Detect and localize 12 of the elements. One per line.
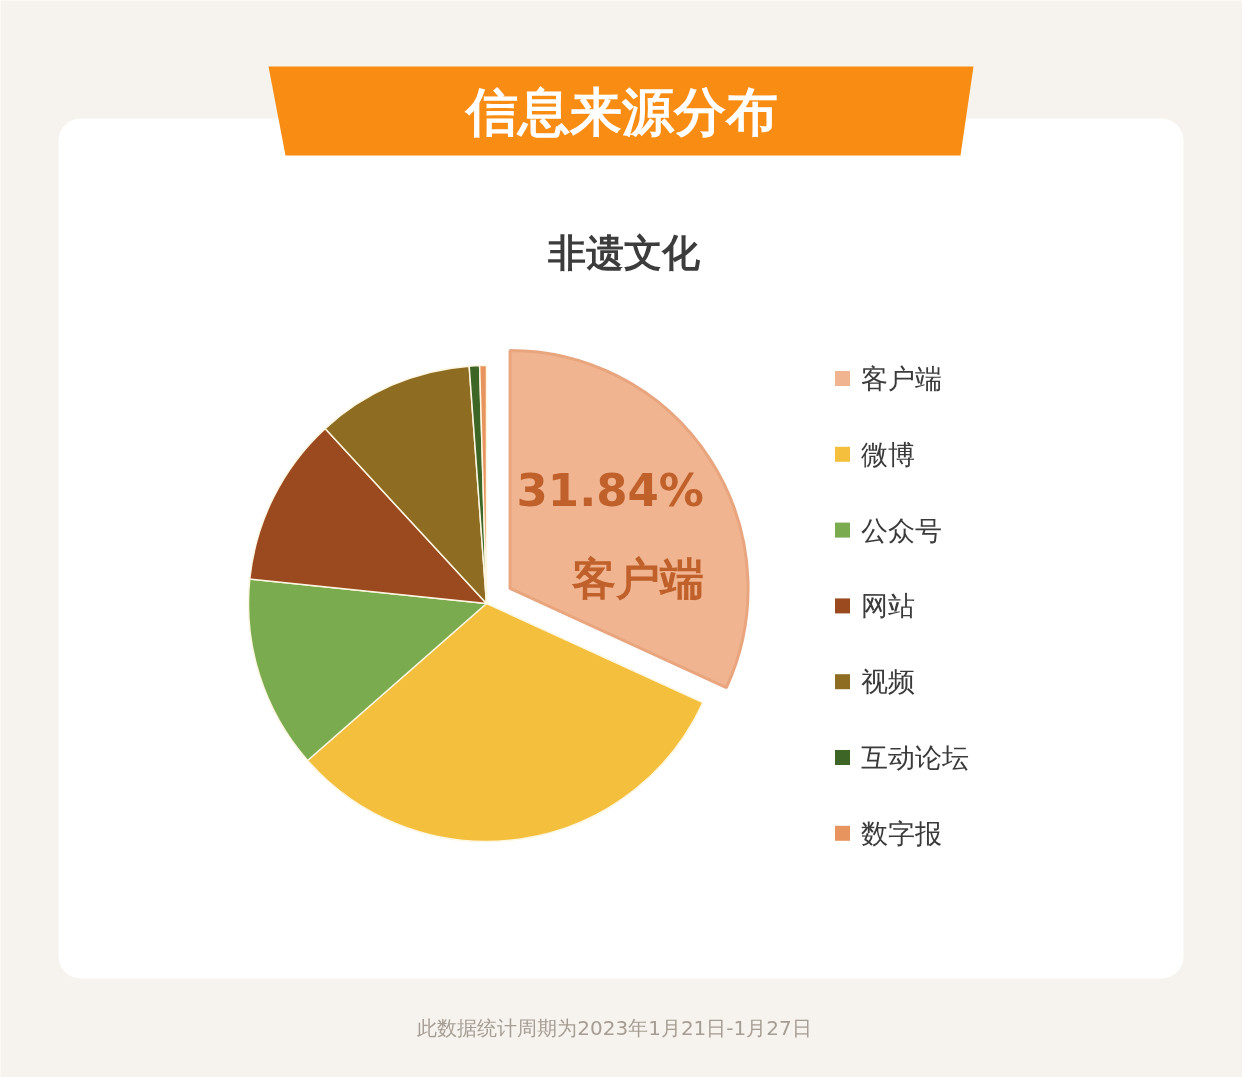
- legend-label: 公众号: [860, 514, 942, 546]
- legend-label: 互动论坛: [860, 742, 969, 773]
- legend-label: 视频: [860, 666, 915, 698]
- legend-label: 微博: [860, 438, 915, 470]
- legend-label: 网站: [860, 590, 915, 622]
- text: 此数据统计周期为2023年1月21日-1月27日: [417, 1015, 812, 1040]
- data-label: 31.84%: [516, 463, 704, 517]
- legend-label: 数字报: [860, 817, 942, 849]
- slice-label: 客户端: [571, 552, 705, 604]
- legend-label: 客户端: [860, 363, 942, 394]
- chart-title: 信息来源分布: [463, 81, 778, 142]
- chart-subtitle: 非遗文化: [546, 230, 701, 275]
